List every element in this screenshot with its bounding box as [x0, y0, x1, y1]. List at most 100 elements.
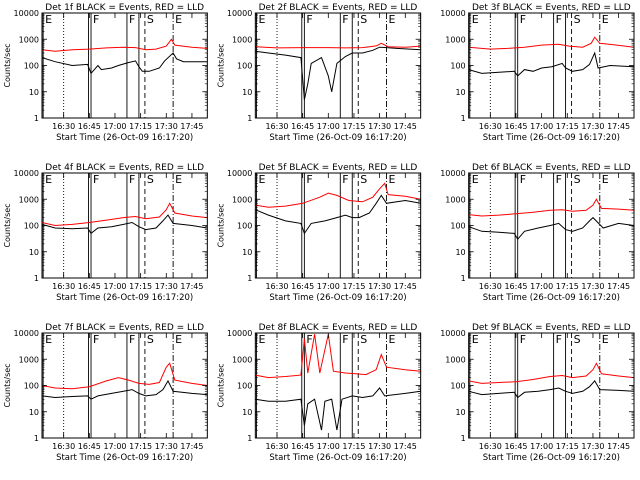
marker-label: E: [472, 13, 479, 26]
marker-label: S: [147, 173, 154, 186]
series-events-line: [468, 380, 634, 399]
y-tick-label: 10000: [227, 9, 252, 18]
marker-label: S: [147, 333, 154, 346]
marker-label: E: [472, 333, 479, 346]
axes-frame: [468, 332, 635, 439]
marker-label: F: [342, 13, 348, 26]
panel-title: Det 7f BLACK = Events, RED = LLD: [45, 323, 204, 333]
x-tick-label: 17:15: [129, 122, 152, 131]
x-tick-label: 17:15: [556, 442, 579, 451]
y-tick-label: 1: [247, 434, 252, 443]
series-events-line: [255, 387, 421, 431]
marker-label: S: [574, 333, 581, 346]
series-lld-line: [255, 42, 421, 49]
y-tick-label: 1: [247, 114, 252, 123]
axes-frame: [254, 172, 422, 279]
y-tick-label: 100: [24, 62, 39, 71]
x-tick-label: 16:45: [291, 282, 314, 291]
x-tick-label: 17:30: [155, 122, 178, 131]
series-events-line: [42, 379, 208, 400]
marker-label: E: [388, 13, 395, 26]
y-axis-label: Counts/sec: [3, 203, 12, 247]
x-tick-label: 17:15: [342, 122, 365, 131]
x-tick-label: 16:30: [52, 282, 75, 291]
panel-title: Det 1f BLACK = Events, RED = LLD: [45, 3, 204, 13]
series-lld-line: [42, 362, 208, 390]
x-tick-label: 16:45: [78, 282, 101, 291]
x-axis-label: Start Time (26-Oct-09 16:17:20): [269, 133, 406, 143]
axes-frame: [41, 12, 208, 119]
marker-label: E: [388, 173, 395, 186]
series-lld-line: [468, 36, 634, 50]
y-tick-label: 10000: [14, 329, 39, 338]
plot-area: [255, 13, 421, 118]
series-events-line: [42, 52, 208, 75]
panel-title: Det 3f BLACK = Events, RED = LLD: [472, 3, 631, 13]
x-tick-label: 16:45: [504, 282, 527, 291]
y-tick-label: 1000: [19, 355, 39, 364]
y-tick-label: 1: [461, 434, 466, 443]
x-tick-label: 16:45: [78, 122, 101, 131]
y-tick-label: 1000: [19, 195, 39, 204]
marker-label: F: [520, 333, 526, 346]
x-tick-label: 17:30: [368, 122, 391, 131]
y-tick-label: 10: [242, 408, 252, 417]
y-tick-label: 10: [29, 408, 39, 417]
y-tick-label: 10: [455, 248, 465, 257]
y-tick-label: 100: [237, 62, 252, 71]
plot-area: [42, 333, 208, 438]
plot-area: [468, 173, 634, 278]
y-tick-label: 100: [237, 222, 252, 231]
marker-label: S: [360, 13, 367, 26]
marker-label: S: [147, 13, 154, 26]
y-tick-label: 1000: [232, 195, 252, 204]
x-axis-label: Start Time (26-Oct-09 16:17:20): [483, 293, 620, 303]
x-tick-label: 16:45: [504, 122, 527, 131]
marker-label: F: [306, 13, 312, 26]
x-tick-label: 17:45: [607, 442, 630, 451]
y-tick-label: 10000: [14, 169, 39, 178]
x-tick-label: 17:30: [155, 282, 178, 291]
series-events-line: [255, 194, 421, 235]
x-axis-label: Start Time (26-Oct-09 16:17:20): [269, 293, 406, 303]
y-tick-label: 100: [450, 62, 465, 71]
x-tick-label: 16:30: [479, 122, 502, 131]
x-tick-label: 17:15: [129, 282, 152, 291]
x-tick-label: 16:45: [504, 442, 527, 451]
x-tick-label: 17:00: [103, 442, 126, 451]
x-tick-label: 17:30: [581, 282, 604, 291]
plot-area: [255, 173, 421, 278]
series-events-line: [468, 51, 634, 77]
marker-label: E: [45, 333, 52, 346]
x-tick-label: 16:30: [479, 282, 502, 291]
marker-label: E: [258, 173, 265, 186]
x-tick-label: 17:00: [530, 442, 553, 451]
y-tick-label: 10000: [440, 9, 465, 18]
y-axis-label: Counts/sec: [3, 43, 12, 87]
x-tick-label: 17:00: [530, 122, 553, 131]
marker-label: E: [388, 333, 395, 346]
y-tick-label: 1000: [232, 355, 252, 364]
x-tick-label: 17:00: [317, 442, 340, 451]
y-tick-label: 1000: [445, 355, 465, 364]
marker-label: E: [602, 13, 609, 26]
marker-label: E: [45, 173, 52, 186]
panel-title: Det 9f BLACK = Events, RED = LLD: [472, 323, 631, 333]
marker-label: E: [175, 333, 182, 346]
x-tick-label: 16:45: [78, 442, 101, 451]
x-tick-label: 17:45: [607, 282, 630, 291]
x-tick-label: 17:45: [180, 122, 203, 131]
y-tick-label: 10000: [227, 169, 252, 178]
marker-label: F: [556, 333, 562, 346]
series-events-line: [468, 216, 634, 241]
y-tick-label: 1000: [19, 35, 39, 44]
x-axis-label: Start Time (26-Oct-09 16:17:20): [56, 293, 193, 303]
y-tick-label: 10000: [440, 169, 465, 178]
x-tick-label: 17:15: [556, 122, 579, 131]
marker-label: E: [472, 173, 479, 186]
y-axis-label: Counts/sec: [216, 43, 225, 87]
plot-area: [468, 333, 634, 438]
